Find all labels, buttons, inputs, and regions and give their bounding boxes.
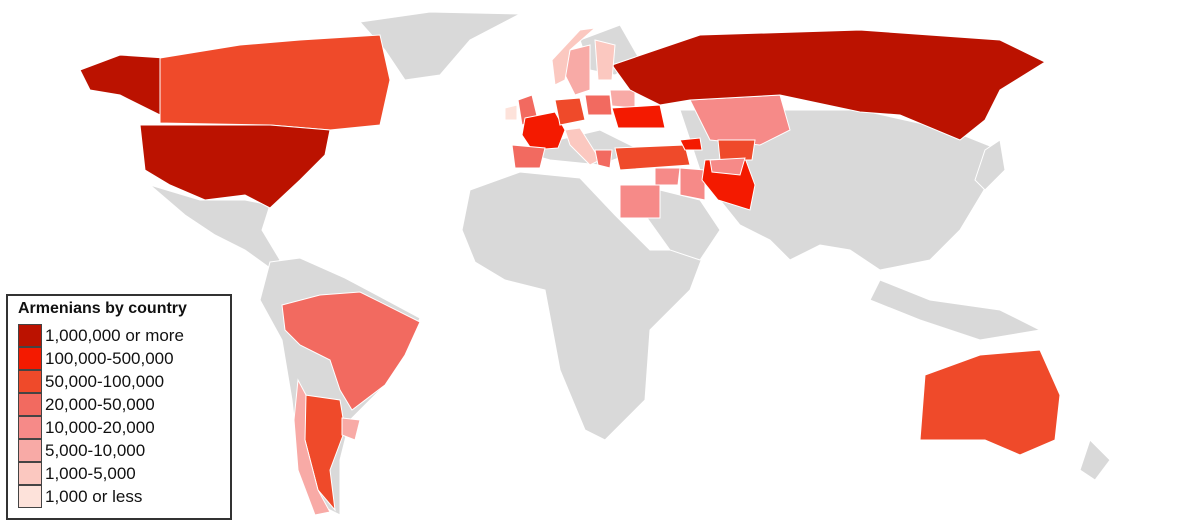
legend-label: 50,000-100,000 [45,371,165,391]
country-alaska [79,54,166,116]
country-finland [594,39,616,81]
se-asia [869,279,1042,341]
legend-item: 10,000-20,000 [14,416,224,439]
country-france [521,111,566,151]
legend-item: 1,000-5,000 [14,462,224,485]
country-georgia [679,137,703,151]
country-uruguay [341,417,361,441]
country-uzbekistan [717,139,756,161]
country-egypt [619,184,661,219]
legend-item: 1,000,000 or more [14,324,224,347]
legend-label: 100,000-500,000 [45,348,174,368]
country-italy [564,127,601,166]
country-ukraine [611,104,666,129]
legend-swatch [18,416,42,439]
country-chile [293,378,331,516]
africa [461,171,706,441]
country-germany [554,97,586,126]
legend-item: 20,000-50,000 [14,393,224,416]
legend-item: 100,000-500,000 [14,347,224,370]
legend-label: 5,000-10,000 [45,440,146,460]
country-iraq [679,167,706,201]
country-turkey [614,144,691,171]
country-spain [511,144,546,169]
legend-swatch [18,324,42,347]
legend: Armenians by country 1,000,000 or more 10… [6,294,232,520]
central-america [149,184,281,269]
country-united-states [139,124,331,209]
country-belarus [609,89,636,109]
country-greece [594,149,613,169]
legend-swatch [18,485,42,508]
country-canada [159,34,391,131]
legend-label: 10,000-20,000 [45,417,155,437]
country-poland [584,94,613,116]
country-ireland [504,104,518,121]
legend-label: 1,000,000 or more [45,325,184,345]
legend-swatch [18,462,42,485]
country-norway [551,27,597,86]
legend-item: 50,000-100,000 [14,370,224,393]
legend-swatch [18,439,42,462]
legend-swatch [18,393,42,416]
country-turkmenistan [709,157,746,176]
japan [974,139,1006,191]
legend-label: 20,000-50,000 [45,394,155,414]
nz [1079,439,1111,481]
greenland [359,11,521,81]
legend-item: 1,000 or less [14,485,224,508]
legend-swatch [18,347,42,370]
country-russia [611,29,1047,141]
country-brazil [281,291,421,411]
country-australia [919,349,1061,456]
legend-title: Armenians by country [18,300,187,317]
legend-item: 5,000-10,000 [14,439,224,462]
country-syria [654,167,681,186]
legend-swatch [18,370,42,393]
legend-label: 1,000 or less [45,486,143,506]
legend-label: 1,000-5,000 [45,463,136,483]
